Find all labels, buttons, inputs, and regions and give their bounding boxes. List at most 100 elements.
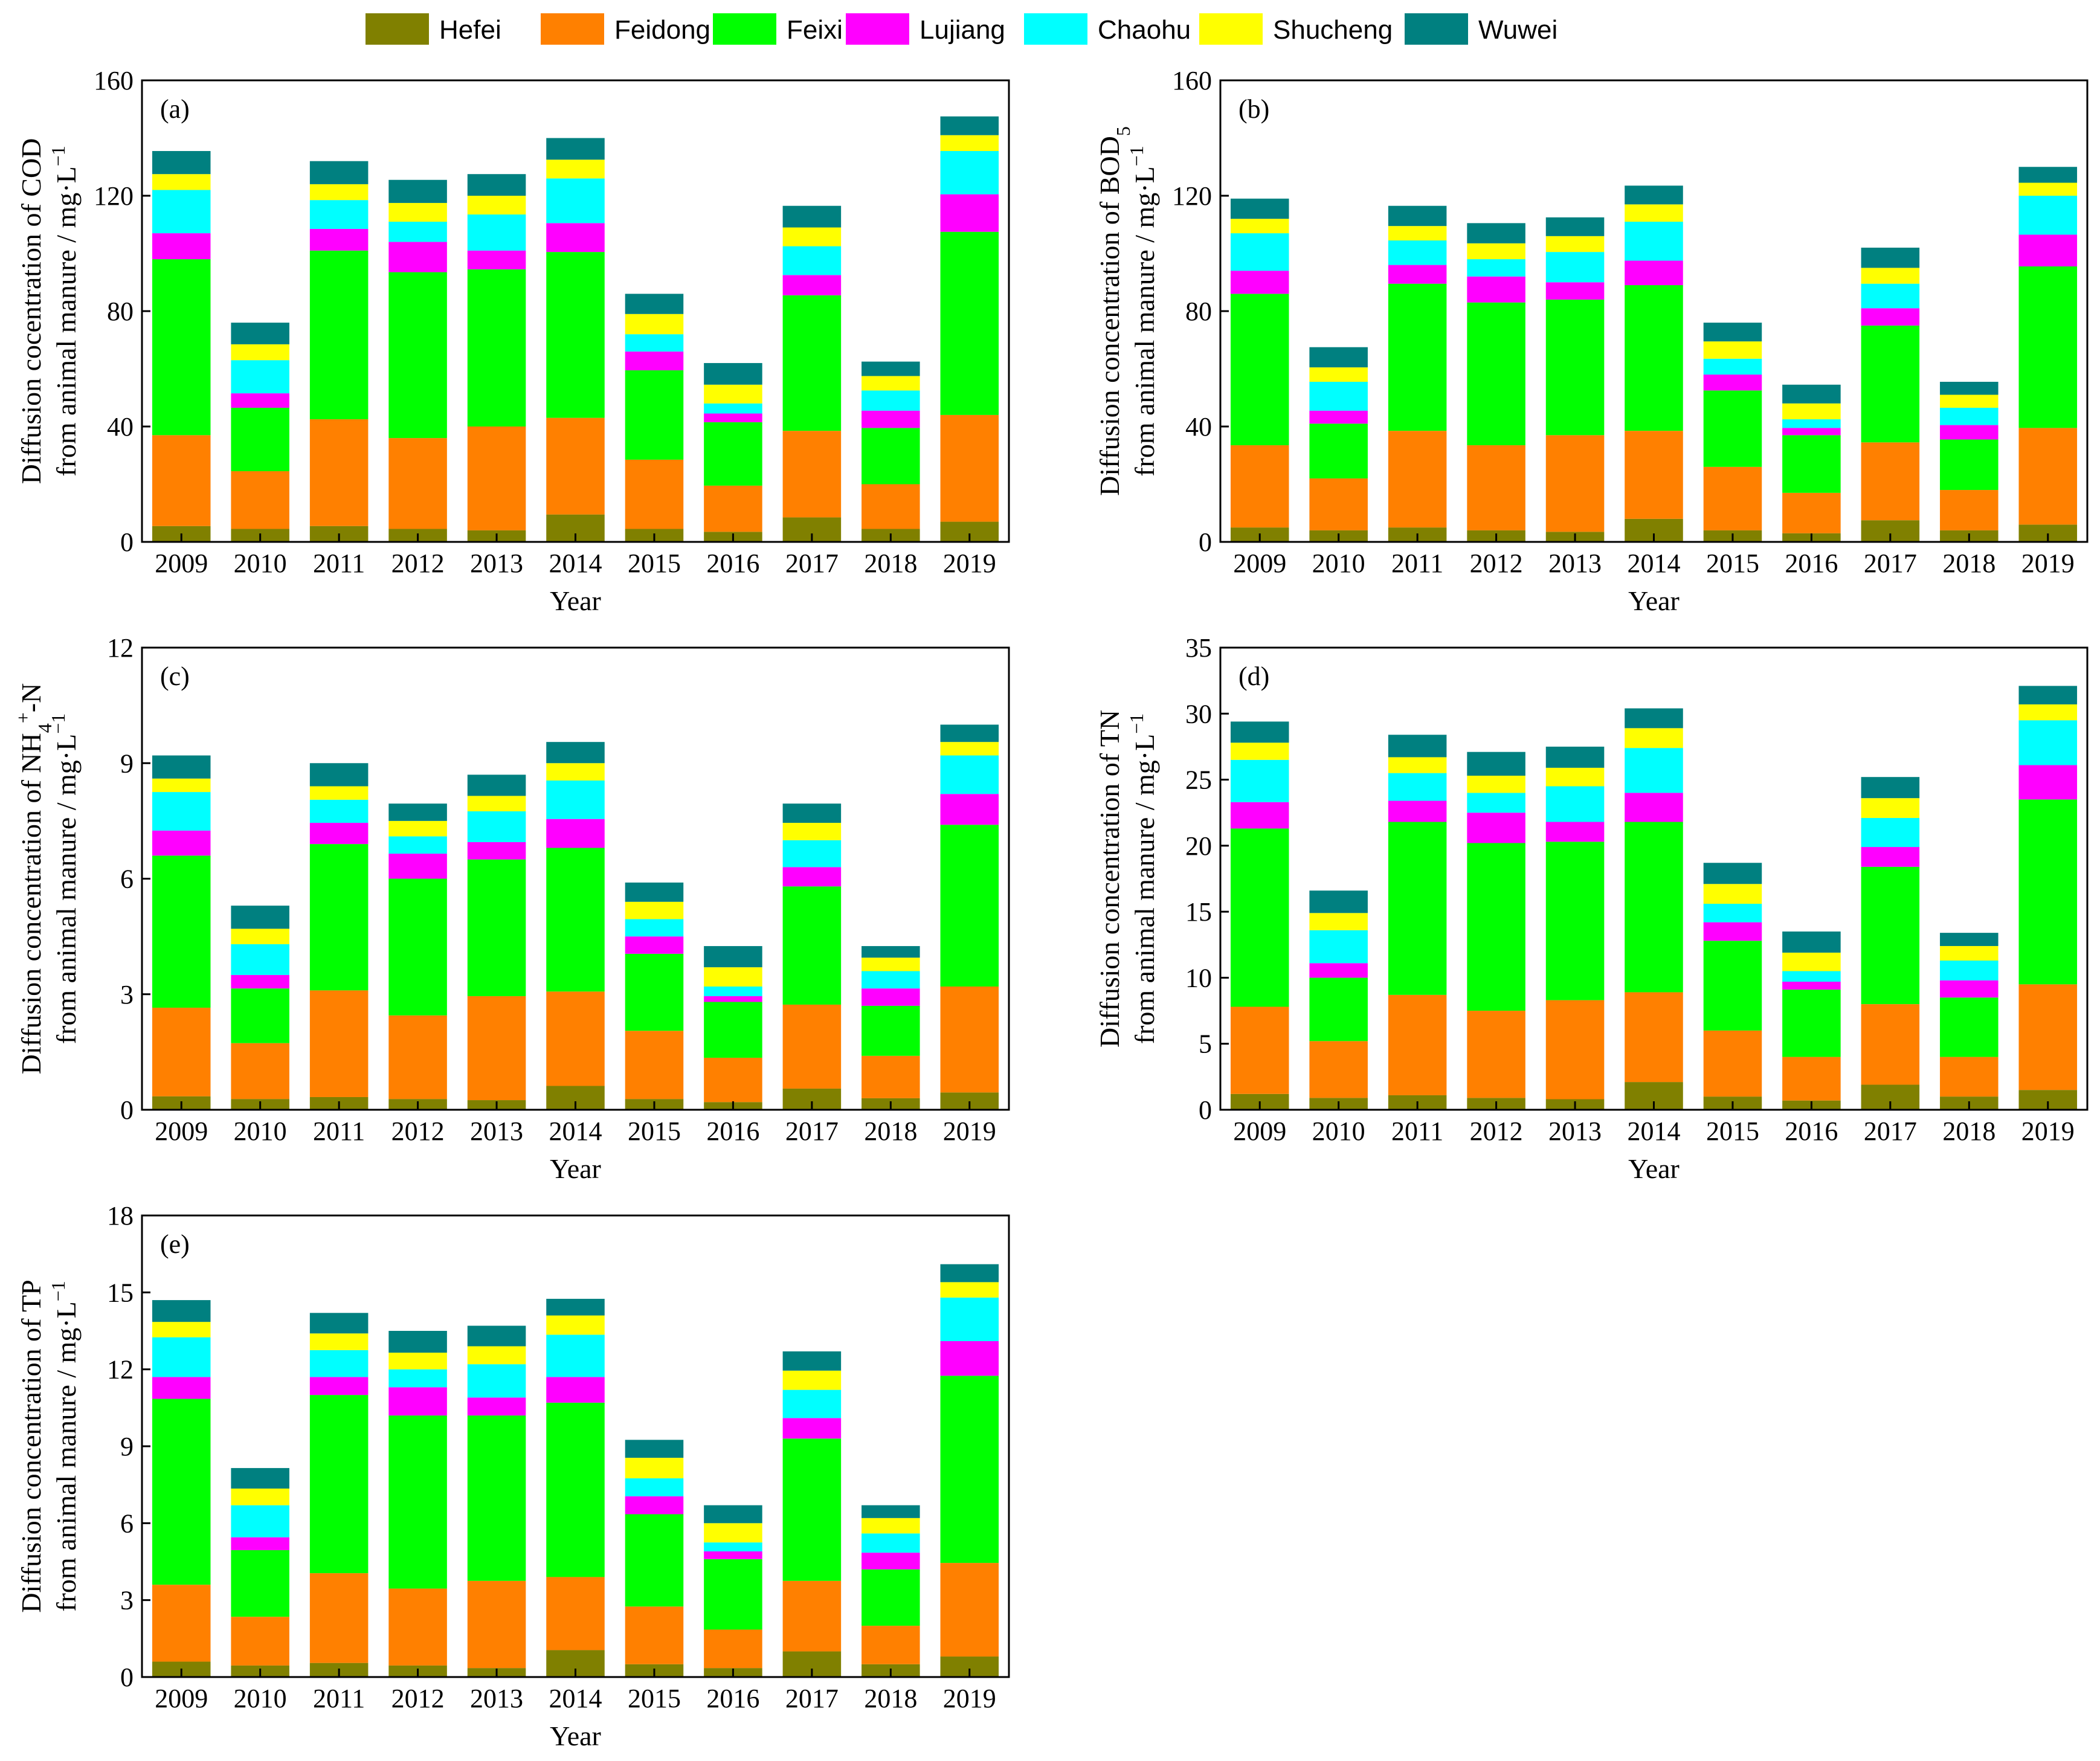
bar-shucheng-2015 — [625, 314, 684, 335]
bar-stack-2012 — [388, 803, 447, 1110]
y-tick-label: 160 — [94, 66, 134, 95]
bar-chaohu-2015 — [625, 919, 684, 937]
bar-lujiang-2015 — [1703, 922, 1762, 941]
bar-feixi-2016 — [1782, 435, 1841, 493]
x-tick-label: 2009 — [1233, 549, 1286, 578]
bar-stack-2014 — [546, 742, 605, 1110]
bar-shucheng-2009 — [1230, 742, 1289, 760]
bar-feixi-2018 — [1940, 439, 1999, 491]
bar-chaohu-2009 — [152, 792, 211, 831]
x-axis-title: Year — [550, 1153, 601, 1184]
bar-lujiang-2013 — [1545, 282, 1605, 300]
y-axis-title-line2: from animal manure / mg·L−1 — [47, 146, 82, 477]
x-tick-label: 2018 — [1942, 549, 1995, 578]
bar-stack-2011 — [1388, 735, 1447, 1110]
bar-lujiang-2012 — [1467, 813, 1525, 843]
bar-wuwei-2014 — [546, 742, 605, 764]
bar-wuwei-2013 — [467, 174, 526, 196]
bar-feidong-2015 — [625, 1031, 684, 1099]
bar-wuwei-2019 — [940, 116, 999, 135]
bar-lujiang-2018 — [862, 1553, 920, 1569]
bar-shucheng-2015 — [1703, 341, 1762, 359]
y-tick-label: 12 — [107, 1355, 134, 1385]
bar-feidong-2017 — [1861, 1004, 1920, 1085]
bar-shucheng-2009 — [152, 1322, 211, 1338]
bar-feixi-2017 — [782, 886, 842, 1005]
y-title-subscript: 4 — [34, 723, 56, 733]
bar-wuwei-2010 — [231, 323, 289, 344]
bar-stack-2016 — [1782, 384, 1841, 542]
bar-shucheng-2013 — [467, 196, 526, 215]
bar-shucheng-2012 — [1467, 776, 1525, 793]
bar-feidong-2011 — [309, 1573, 369, 1663]
bar-stack-2019 — [940, 724, 999, 1110]
bar-feidong-2012 — [1467, 445, 1525, 530]
bar-wuwei-2016 — [704, 946, 762, 968]
bar-feidong-2009 — [1230, 445, 1289, 528]
x-tick-label: 2018 — [864, 1684, 917, 1713]
bar-shucheng-2018 — [1940, 945, 1999, 961]
legend-label: Lujiang — [920, 15, 1005, 45]
bar-chaohu-2011 — [309, 1350, 369, 1377]
x-tick-label: 2016 — [706, 1684, 759, 1713]
y-axis-title-line2: from animal manure / mg·L−1 — [47, 713, 82, 1045]
bar-chaohu-2019 — [2018, 196, 2078, 235]
bar-feidong-2017 — [1861, 442, 1920, 521]
y-tick-label: 6 — [120, 864, 134, 894]
panel-label: (d) — [1238, 662, 1269, 691]
bar-wuwei-2019 — [940, 724, 999, 742]
bar-lujiang-2011 — [309, 1377, 369, 1396]
bar-wuwei-2018 — [1940, 381, 1999, 395]
bar-wuwei-2017 — [1861, 247, 1920, 268]
bar-feixi-2011 — [1388, 822, 1447, 995]
bar-wuwei-2012 — [1467, 223, 1525, 243]
y-title-unit: from animal manure / mg·L — [51, 734, 82, 1045]
bar-stack-2018 — [1940, 381, 1999, 542]
bar-chaohu-2019 — [940, 755, 999, 794]
bar-chaohu-2016 — [704, 1542, 762, 1552]
bar-shucheng-2019 — [940, 135, 999, 151]
bar-lujiang-2019 — [940, 1341, 999, 1376]
x-tick-label: 2019 — [2021, 549, 2075, 578]
bar-chaohu-2009 — [1230, 233, 1289, 271]
bar-chaohu-2012 — [388, 1369, 447, 1388]
bar-lujiang-2009 — [152, 1377, 211, 1399]
bar-shucheng-2010 — [231, 1489, 289, 1505]
bar-feidong-2012 — [1467, 1011, 1525, 1098]
bar-feidong-2010 — [231, 1043, 289, 1099]
bar-feidong-2017 — [782, 431, 842, 518]
bar-stack-2016 — [704, 946, 762, 1110]
bar-feixi-2011 — [309, 1395, 369, 1574]
bar-lujiang-2018 — [1940, 980, 1999, 998]
bar-wuwei-2010 — [1309, 347, 1368, 368]
panel-label: (a) — [160, 94, 190, 124]
bar-chaohu-2013 — [1545, 252, 1605, 283]
bar-feixi-2009 — [152, 259, 211, 436]
bar-feidong-2017 — [782, 1004, 842, 1089]
x-tick-label: 2014 — [549, 1684, 602, 1713]
bar-feixi-2017 — [782, 1438, 842, 1581]
bar-stack-2013 — [1545, 217, 1605, 542]
bar-wuwei-2009 — [1230, 198, 1289, 219]
bar-stack-2009 — [1230, 198, 1289, 542]
bar-stack-2016 — [704, 1505, 762, 1677]
bar-stack-2015 — [1703, 863, 1762, 1110]
x-tick-label: 2019 — [943, 549, 996, 578]
bar-stack-2018 — [1940, 933, 1999, 1110]
bar-chaohu-2014 — [1625, 221, 1683, 261]
bar-lujiang-2015 — [625, 1496, 684, 1515]
y-title-unit-exponent: −1 — [1126, 146, 1147, 166]
bar-shucheng-2009 — [1230, 219, 1289, 234]
bar-shucheng-2014 — [546, 763, 605, 781]
bar-feidong-2011 — [1388, 994, 1447, 1095]
bar-chaohu-2013 — [467, 811, 526, 842]
bar-feidong-2011 — [309, 419, 369, 526]
bar-feidong-2016 — [704, 1629, 762, 1669]
y-tick-label: 0 — [1199, 527, 1212, 557]
bar-chaohu-2011 — [309, 799, 369, 823]
bar-shucheng-2014 — [546, 159, 605, 179]
legend-item-chaohu: Chaohu — [1024, 13, 1191, 45]
bar-wuwei-2014 — [1625, 708, 1683, 729]
bar-feidong-2019 — [2018, 428, 2078, 525]
y-tick-label: 40 — [107, 412, 134, 442]
